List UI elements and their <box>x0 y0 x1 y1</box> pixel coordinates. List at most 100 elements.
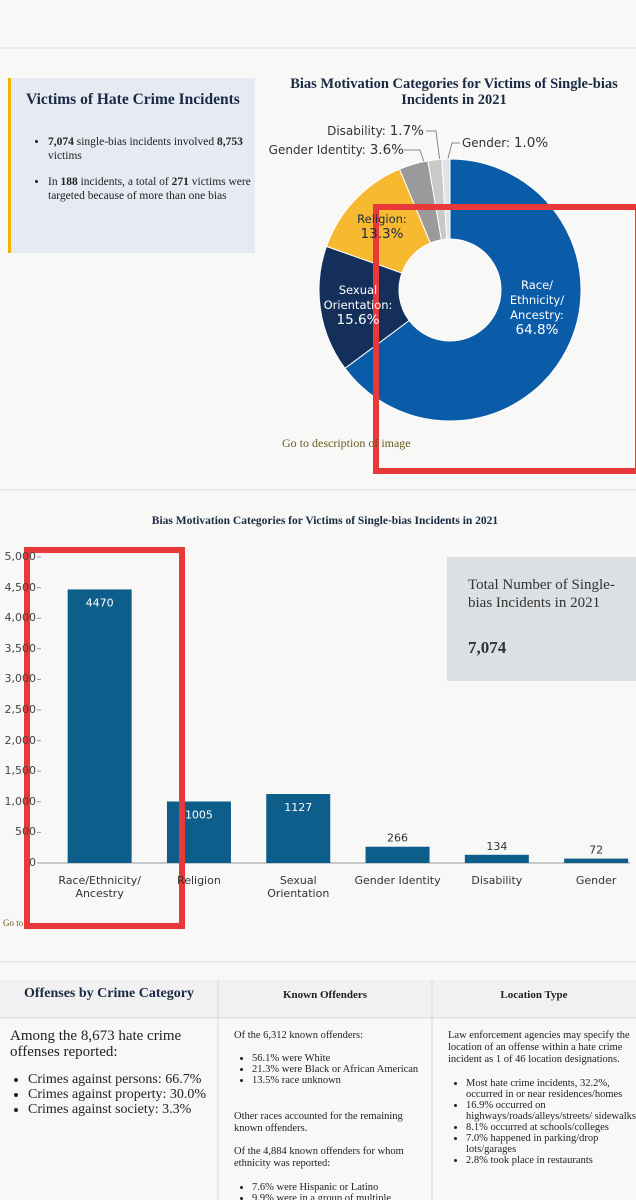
intro-bullet: 7,074 single-bias incidents involved 8,7… <box>48 135 260 163</box>
value-label: 266 <box>387 832 408 845</box>
slice-category: Gender: <box>462 136 511 150</box>
slice-value: 15.6% <box>336 312 380 328</box>
slice-value: 64.8% <box>515 322 559 338</box>
total-label: Total Number of Single-bias Incidents in… <box>468 577 615 611</box>
value-label: 1005 <box>185 808 213 821</box>
y-tick-label: 500 <box>15 825 36 839</box>
offenses-list: Crimes against persons: 66.7%Crimes agai… <box>10 1072 228 1117</box>
list-item: Crimes against society: 3.3% <box>28 1102 228 1117</box>
slice-label: Race/ Ethnicity/ Ancestry: 64.8% <box>497 278 577 338</box>
value-label: 4470 <box>86 596 114 609</box>
bullet-text: 7,074 <box>48 136 74 148</box>
slice-label: Gender Identity: 3.6% <box>262 142 404 158</box>
slice-category: Race/ Ethnicity/ Ancestry: <box>509 278 565 322</box>
chart-title: Bias Motivation Categories for Victims o… <box>151 515 499 527</box>
offenders-intro: Of the 6,312 known offenders: <box>234 1030 363 1041</box>
slice-value: 3.6% <box>369 142 404 158</box>
slice-label: Disability: 1.7% <box>300 123 424 139</box>
x-tick-label: Sexual Orientation <box>267 874 330 900</box>
slice-category: Sexual Orientation: <box>323 283 393 312</box>
slice-label: Religion: 13.3% <box>344 212 420 242</box>
slice-value: 13.3% <box>360 226 404 242</box>
bar <box>166 801 231 863</box>
column-title: Known Offenders <box>282 989 368 1001</box>
bullet-text: single-bias incidents involved <box>73 136 217 148</box>
bar <box>564 858 629 863</box>
value-label: 72 <box>589 844 603 857</box>
bullet-text: victims <box>48 150 82 162</box>
x-tick-label: Race/Ethnicity/ Ancestry <box>58 874 141 900</box>
bar <box>365 846 430 863</box>
annotation-box <box>24 547 185 929</box>
list-item: 8.1% occurred at schools/colleges <box>466 1122 636 1133</box>
y-tick-label: 1,000 <box>4 794 37 808</box>
intro-bullet: In 188 incidents, a total of 271 victims… <box>48 175 260 203</box>
total-value: 7,074 <box>468 638 507 657</box>
slice-category: Disability: <box>327 124 386 138</box>
y-tick-label: 3,500 <box>4 641 37 655</box>
x-tick-label: Religion <box>177 874 221 887</box>
offenses-intro: Among the 8,673 hate crime offenses repo… <box>10 1028 182 1060</box>
bar <box>464 854 529 863</box>
x-tick-label: Gender Identity <box>354 874 441 887</box>
leader-line <box>426 130 441 163</box>
bullet-text: victims were targeted because of more th… <box>48 176 251 202</box>
slice-label: Sexual Orientation: 15.6% <box>316 283 400 328</box>
y-tick-label: 3,000 <box>4 672 37 686</box>
intro-bullets: 7,074 single-bias incidents involved 8,7… <box>30 135 260 215</box>
y-tick-label: 4,000 <box>4 611 37 625</box>
x-tick-label: Gender <box>575 874 617 887</box>
image-link[interactable]: Go to <box>3 918 24 928</box>
list-item: 7.0% happened in parking/drop lots/garag… <box>466 1133 636 1155</box>
list-item: 7.6% were Hispanic or Latino <box>252 1182 432 1193</box>
location-intro: Law enforcement agencies may specify the… <box>448 1030 630 1065</box>
offenders-note: Other races accounted for the remaining … <box>234 1111 403 1134</box>
y-tick-label: 4,500 <box>4 580 37 594</box>
bullet-text: In <box>48 176 61 188</box>
total-box <box>447 557 636 681</box>
annotation-box <box>373 204 636 474</box>
image-link[interactable]: Go to description of image <box>282 436 411 450</box>
value-label: 1127 <box>284 801 312 814</box>
offenders-list: 7.6% were Hispanic or Latino9.9% were in… <box>234 1182 432 1200</box>
chart-title: Bias Motivation Categories for Victims o… <box>290 76 618 108</box>
leader-line <box>404 149 426 166</box>
intro-box <box>8 78 255 253</box>
bullet-text: incidents, a total of <box>77 176 172 188</box>
offenders-intro: Of the 4,884 known offenders for whom et… <box>234 1146 404 1169</box>
x-tick-label: Disability <box>471 874 523 887</box>
y-tick-label: 2,000 <box>4 733 37 747</box>
list-item: Most hate crime incidents, 32.2%, occurr… <box>466 1078 636 1100</box>
leader-lines <box>404 130 460 166</box>
bullet-text: 188 <box>60 176 78 188</box>
list-item: Crimes against property: 30.0% <box>28 1087 228 1102</box>
donut-slice <box>344 158 582 422</box>
list-item: 56.1% were White <box>252 1053 432 1064</box>
bar <box>266 794 331 863</box>
value-label: 134 <box>486 840 507 853</box>
list-item: 9.9% were in a group of multiple <box>252 1193 432 1200</box>
column-title: Location Type <box>500 989 568 1001</box>
slice-category: Religion: <box>357 212 407 226</box>
offenders-list: 56.1% were White21.3% were Black or Afri… <box>234 1053 432 1086</box>
list-item: Crimes against persons: 66.7% <box>28 1072 228 1087</box>
donut-slice <box>441 158 451 240</box>
y-tick-label: 1,500 <box>4 764 37 778</box>
bullet-text: 8,753 <box>216 136 243 148</box>
list-item: 16.9% occurred on highways/roads/alleys/… <box>466 1100 636 1122</box>
leader-line <box>446 142 460 163</box>
donut-slice <box>318 245 410 370</box>
table-header <box>0 980 636 1018</box>
y-tick-label: 0 <box>29 856 36 869</box>
y-tick-label: 2,500 <box>4 703 37 716</box>
slice-category: Gender Identity: <box>268 143 366 157</box>
location-list: Most hate crime incidents, 32.2%, occurr… <box>448 1078 636 1166</box>
slice-label: Gender: 1.0% <box>462 135 582 151</box>
bullet-text: 271 <box>171 176 189 188</box>
slice-value: 1.7% <box>389 123 424 139</box>
slice-value: 1.0% <box>513 135 549 151</box>
list-item: 13.5% race unknown <box>252 1075 432 1086</box>
bar <box>67 589 132 863</box>
